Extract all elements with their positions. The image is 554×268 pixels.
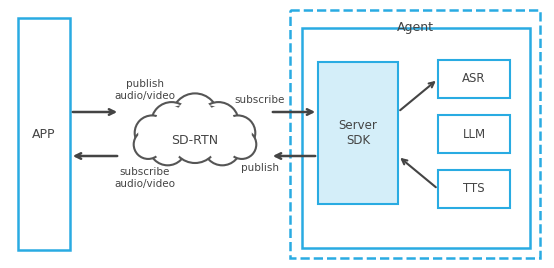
Text: Agent: Agent — [397, 21, 433, 35]
Bar — [290, 10, 540, 258]
Text: Server
SDK: Server SDK — [338, 119, 377, 147]
Circle shape — [220, 116, 255, 150]
Bar — [438, 60, 510, 98]
Circle shape — [135, 116, 170, 150]
Text: TTS: TTS — [463, 183, 485, 195]
Circle shape — [189, 111, 224, 146]
Circle shape — [204, 128, 241, 165]
Circle shape — [134, 130, 163, 159]
Circle shape — [224, 119, 252, 147]
Circle shape — [176, 121, 213, 158]
Circle shape — [227, 130, 257, 159]
Text: subscribe: subscribe — [235, 95, 285, 105]
Text: publish
audio/video: publish audio/video — [115, 79, 176, 101]
Circle shape — [151, 102, 192, 143]
Circle shape — [153, 132, 183, 162]
Circle shape — [202, 106, 235, 139]
Text: LLM: LLM — [463, 128, 485, 140]
Bar — [438, 115, 510, 153]
Circle shape — [172, 117, 218, 163]
Circle shape — [198, 102, 239, 143]
Circle shape — [161, 106, 206, 150]
Circle shape — [137, 133, 160, 156]
Text: publish: publish — [241, 163, 279, 173]
Circle shape — [172, 94, 218, 140]
Bar — [318, 62, 398, 204]
Bar — [302, 28, 530, 248]
Text: subscribe
audio/video: subscribe audio/video — [115, 167, 176, 189]
Circle shape — [155, 106, 188, 139]
Circle shape — [207, 132, 237, 162]
Text: ASR: ASR — [462, 73, 486, 85]
Circle shape — [184, 106, 229, 150]
Text: APP: APP — [32, 128, 56, 140]
Circle shape — [149, 128, 186, 165]
Circle shape — [176, 98, 213, 135]
Circle shape — [230, 133, 253, 156]
Circle shape — [166, 111, 201, 146]
Text: SD-RTN: SD-RTN — [171, 133, 219, 147]
Bar — [438, 170, 510, 208]
Bar — [18, 18, 70, 250]
Circle shape — [138, 119, 166, 147]
